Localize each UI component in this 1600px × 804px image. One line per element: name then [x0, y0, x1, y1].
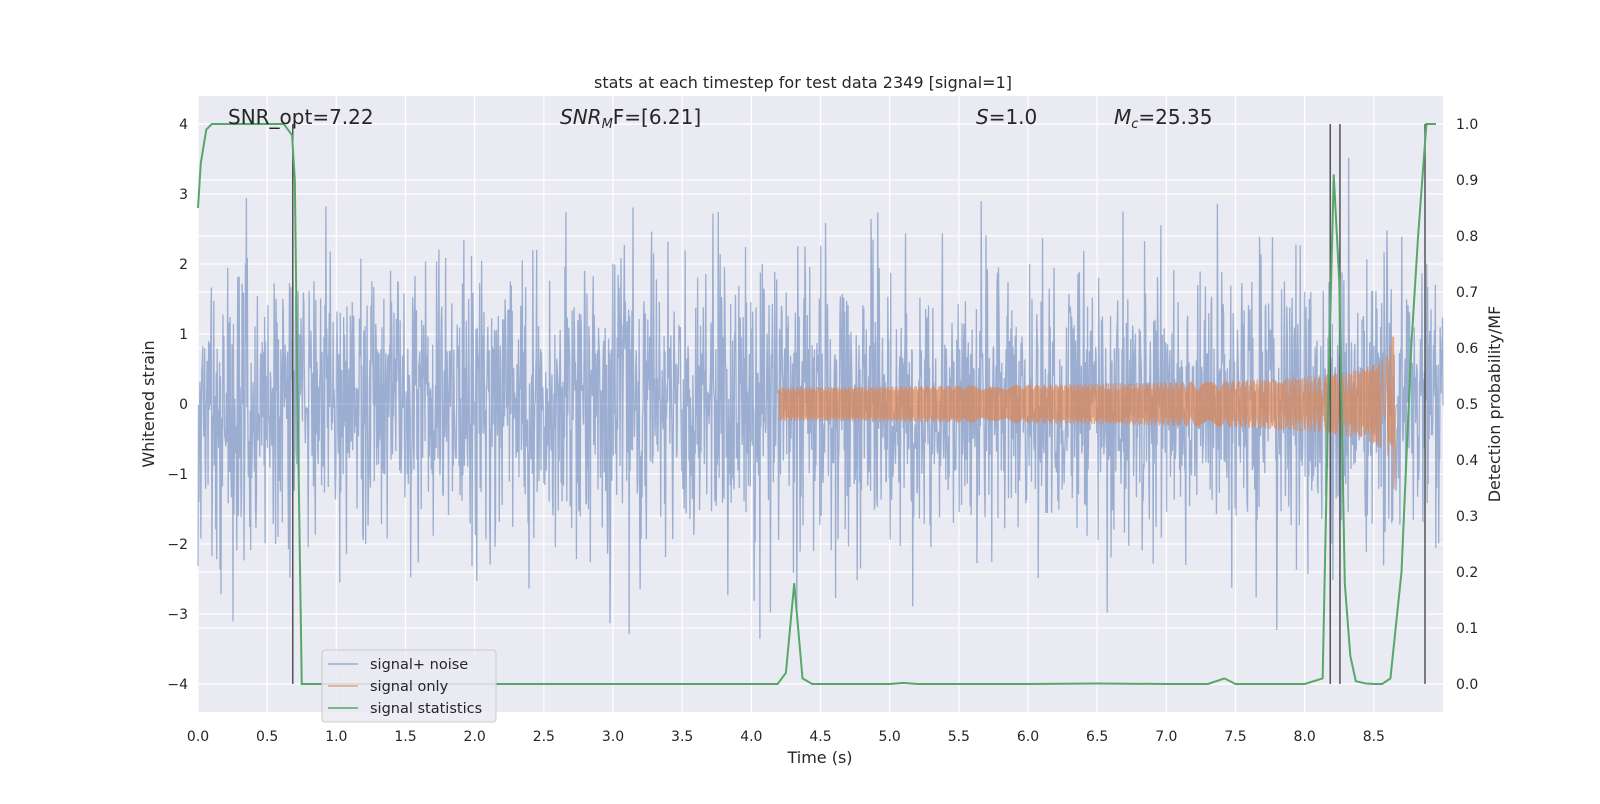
annotation-s: S=1.0	[976, 105, 1037, 129]
tick-labels: 0.0 0.5 1.0 1.5 2.0 2.5 3.0 3.5 4.0 4.5 5.0 5.5 6.0 6…	[167, 117, 1478, 745]
y-right-tick-label: 1.0	[1456, 117, 1478, 133]
series-signal-statistics	[197, 123, 1437, 685]
x-axis-label: Time (s)	[786, 748, 852, 767]
y-left-tick-label: −1	[167, 467, 188, 483]
y-right-tick-label: 0.0	[1456, 677, 1478, 693]
legend-box	[321, 649, 497, 723]
x-tick-label: 5.0	[879, 729, 901, 745]
legend: signal+ noise signal only signal statist…	[321, 649, 497, 723]
chart-title: stats at each timestep for test data 234…	[594, 73, 1012, 92]
y-left-tick-label: −4	[167, 677, 188, 693]
legend-label-signal-only: signal only	[370, 679, 449, 695]
y-right-tick-label: 0.5	[1456, 397, 1478, 413]
y-left-tick-label: 0	[179, 397, 188, 413]
y-left-tick-label: −2	[167, 537, 188, 553]
y-axis-right-label: Detection probability/MF	[1485, 306, 1504, 503]
statistics-line	[197, 123, 1437, 685]
x-tick-label: 8.0	[1294, 729, 1316, 745]
y-right-tick-label: 0.1	[1456, 621, 1478, 637]
legend-label-signal-plus-noise: signal+ noise	[370, 657, 468, 673]
x-tick-label: 3.0	[602, 729, 624, 745]
x-tick-label: 4.5	[809, 729, 831, 745]
vertical-markers	[292, 124, 1426, 684]
y-axis-left-label: Whitened strain	[139, 340, 158, 467]
x-tick-label: 7.0	[1155, 729, 1177, 745]
x-tick-label: 1.0	[325, 729, 347, 745]
y-left-tick-label: 4	[179, 117, 188, 133]
y-right-tick-label: 0.8	[1456, 229, 1478, 245]
x-tick-label: 6.5	[1086, 729, 1108, 745]
x-tick-label: 5.5	[948, 729, 970, 745]
y-left-tick-label: −3	[167, 607, 188, 623]
noise-line	[197, 157, 1444, 639]
legend-label-signal-statistics: signal statistics	[370, 701, 482, 717]
y-right-tick-label: 0.6	[1456, 341, 1478, 357]
chirp-line	[778, 336, 1398, 490]
y-right-tick-label: 0.2	[1456, 565, 1478, 581]
x-tick-label: 4.0	[740, 729, 762, 745]
y-left-tick-label: 1	[179, 327, 188, 343]
x-tick-label: 7.5	[1224, 729, 1246, 745]
annotation-snr-opt: SNR_opt=7.22	[228, 105, 374, 129]
x-tick-label: 3.5	[671, 729, 693, 745]
annotation-snr-mf: SNRMF=[6.21]	[560, 105, 701, 132]
series-signal-only	[778, 336, 1398, 490]
x-tick-label: 2.0	[464, 729, 486, 745]
x-tick-label: 8.5	[1363, 729, 1385, 745]
y-right-tick-label: 0.3	[1456, 509, 1478, 525]
x-tick-label: 1.5	[394, 729, 416, 745]
y-right-tick-label: 0.7	[1456, 285, 1478, 301]
y-left-tick-label: 3	[179, 187, 188, 203]
series-signal-plus-noise	[197, 157, 1444, 639]
x-tick-label: 2.5	[533, 729, 555, 745]
x-tick-label: 0.5	[256, 729, 278, 745]
x-tick-label: 6.0	[1017, 729, 1039, 745]
x-tick-label: 0.0	[187, 729, 209, 745]
y-left-tick-label: 2	[179, 257, 188, 273]
y-right-tick-label: 0.9	[1456, 173, 1478, 189]
annotation-mc: Mc=25.35	[1114, 105, 1212, 132]
y-right-tick-label: 0.4	[1456, 453, 1478, 469]
